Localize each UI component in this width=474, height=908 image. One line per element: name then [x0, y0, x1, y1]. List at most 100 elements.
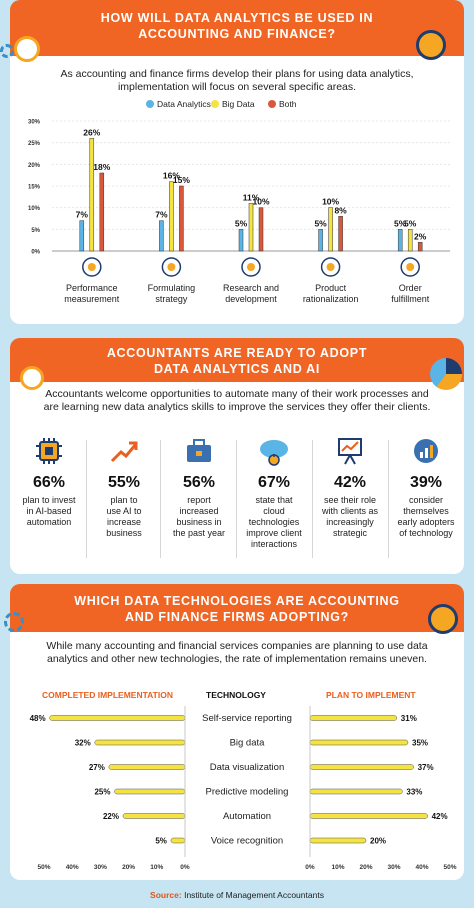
section3-banner: WHICH DATA TECHNOLOGIES ARE ACCOUNTING A… [10, 584, 464, 632]
technology-header: TECHNOLOGY [206, 690, 266, 700]
stat-increased-business: 56% report increased business in the past y… [162, 434, 236, 539]
completed-bar [122, 813, 186, 819]
technology-label: Self-service reporting [202, 713, 292, 724]
bar-value-label: 15% [173, 175, 190, 185]
section3-intro: While many accounting and financial serv… [10, 640, 464, 666]
category-label: measurement [64, 294, 120, 304]
target-decoration-icon [20, 366, 44, 390]
stat-ai-business: 55% plan to use AI to increase business [87, 434, 161, 539]
left-axis-tick: 0% [180, 864, 190, 871]
right-axis-tick: 40% [415, 864, 428, 871]
category-label: rationalization [303, 294, 359, 304]
plan-value-label: 31% [401, 714, 417, 723]
category-label: Formulating [148, 283, 196, 293]
bar-value-label: 10% [252, 197, 269, 207]
legend-swatch [146, 100, 154, 108]
clipboard-icon-fill [406, 263, 415, 271]
stat-ai-automation: 66% plan to invest in AI-based automation [12, 434, 86, 528]
bar-value-label: 5% [404, 218, 417, 228]
bar [169, 181, 174, 252]
bar [179, 185, 184, 252]
horizontal-bar-chart: 48% Self-service reporting 31% 32% Big data 3… [30, 706, 457, 871]
stat-label: see their role with clients as increasingl… [321, 495, 379, 538]
bar-value-label: 7% [155, 210, 168, 220]
stat-percent: 39% [409, 474, 443, 491]
stat-strategic-role: 42% see their role with clients as increas… [313, 434, 387, 539]
completed-value-label: 25% [94, 788, 110, 797]
legend-swatch [268, 100, 276, 108]
section3-intro-line2: analytics and other new technologies, th… [47, 653, 427, 665]
stats-divider [160, 440, 161, 558]
right-axis-tick: 0% [305, 864, 315, 871]
bar [417, 242, 423, 252]
completed-bar [94, 739, 186, 746]
legend-label: Data Analytics [157, 99, 211, 109]
source-label: Source: [150, 890, 182, 900]
category-label: Research and [223, 283, 279, 293]
stats-row: 66% plan to invest in AI-based automation … [10, 434, 464, 574]
section-data-technologies: WHICH DATA TECHNOLOGIES ARE ACCOUNTING A… [10, 584, 464, 884]
source-footer: Source: Institute of Management Accounta… [0, 890, 474, 900]
technology-label: Big data [230, 738, 266, 749]
left-axis-tick: 20% [122, 864, 135, 871]
presentation-board-icon-fill [167, 263, 176, 271]
bar-value-label: 16% [163, 171, 180, 181]
section2-title-line1: ACCOUNTANTS ARE READY TO ADOPT [106, 346, 368, 360]
vertical-bar-chart: Data Analytics Big Data Both 0% 5% 10% 15% 20% 2… [28, 99, 450, 304]
bar [328, 207, 333, 252]
plan-value-label: 37% [418, 763, 434, 772]
bar [258, 207, 264, 252]
completed-value-label: 27% [89, 763, 105, 772]
stats-divider [312, 440, 313, 558]
section-accountants-ready: ACCOUNTANTS ARE READY TO ADOPT DATA ANAL… [10, 338, 464, 574]
stat-label: plan to use AI to increase business [106, 495, 142, 538]
section3-intro-line1: While many accounting and financial serv… [46, 640, 428, 652]
stat-percent: 55% [107, 474, 141, 491]
technology-label: Data visualization [210, 762, 284, 773]
section3-title-line1: WHICH DATA TECHNOLOGIES ARE ACCOUNTING [74, 594, 400, 608]
plan-value-label: 33% [406, 788, 422, 797]
stat-percent: 66% [32, 474, 66, 491]
right-axis-tick: 10% [331, 864, 344, 871]
bar [318, 229, 323, 252]
bar [238, 229, 244, 252]
stat-cloud-technologies: 67% state that cloud technologies improve c… [237, 434, 311, 550]
completed-value-label: 32% [75, 739, 91, 748]
right-axis-tick: 50% [443, 864, 456, 871]
stat-label: state that cloud technologies improve clien… [246, 495, 302, 549]
plan-bar [309, 764, 414, 770]
chip-icon [32, 434, 66, 468]
target-decoration-icon [14, 36, 40, 62]
section1-intro-line1: As accounting and finance firms develop … [60, 68, 414, 80]
bar-value-label: 7% [76, 210, 89, 220]
section2-banner: ACCOUNTANTS ARE READY TO ADOPT DATA ANAL… [10, 338, 464, 382]
y-tick-label: 5% [31, 228, 40, 234]
section-data-analytics-uses: HOW WILL DATA ANALYTICS BE USED IN ACCOU… [10, 0, 464, 326]
stats-divider [236, 440, 237, 558]
bar-value-label: 8% [334, 205, 347, 215]
stat-percent: 42% [333, 474, 367, 491]
bar-value-label: 10% [322, 197, 339, 207]
bar-value-label: 5% [235, 218, 248, 228]
section1-banner: HOW WILL DATA ANALYTICS BE USED IN ACCOU… [10, 0, 464, 56]
completed-value-label: 48% [30, 714, 46, 723]
category-label: development [225, 294, 277, 304]
source-text: Institute of Management Accountants [184, 890, 324, 900]
y-tick-label: 15% [28, 185, 41, 191]
category-label: fulfillment [391, 294, 430, 304]
bar [99, 172, 105, 252]
bar [248, 203, 254, 252]
stats-divider [86, 440, 87, 558]
y-tick-label: 30% [28, 120, 41, 126]
bar-value-label: 5% [394, 218, 407, 228]
gauge-icon-fill [87, 263, 96, 271]
y-tick-label: 20% [28, 163, 41, 169]
section2-intro-line1: Accountants welcome opportunities to aut… [45, 388, 429, 400]
legend-swatch [211, 100, 219, 108]
right-axis-tick: 30% [387, 864, 400, 871]
section2-intro: Accountants welcome opportunities to aut… [10, 388, 464, 414]
category-label: Performance [66, 283, 118, 293]
section1-title-line1: HOW WILL DATA ANALYTICS BE USED IN [100, 11, 374, 25]
plan-value-label: 42% [432, 812, 448, 821]
left-axis-tick: 40% [66, 864, 79, 871]
